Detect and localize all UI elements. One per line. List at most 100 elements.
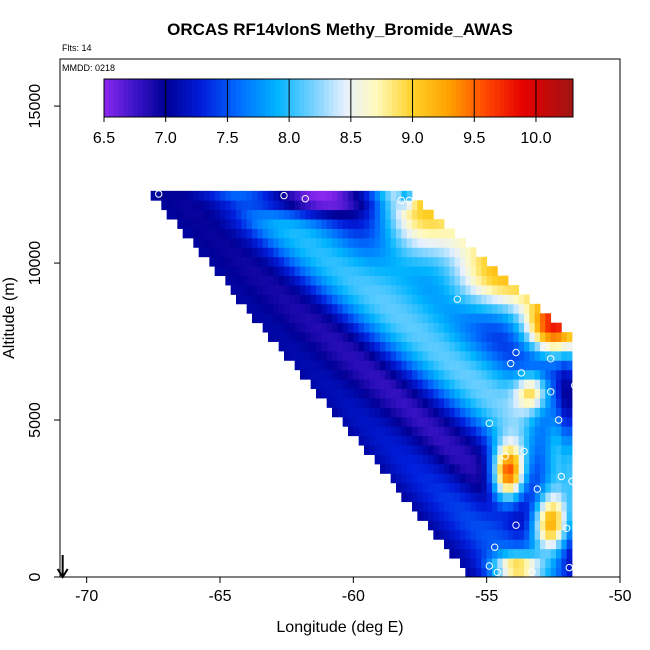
- heat-cell: [540, 360, 546, 371]
- heat-cell: [428, 492, 434, 503]
- colorbar-swatch: [485, 79, 491, 117]
- heat-cell: [225, 247, 232, 258]
- heat-cell: [470, 501, 477, 512]
- heat-cell: [550, 539, 557, 550]
- heat-cell: [321, 341, 328, 352]
- heat-cell: [428, 266, 434, 277]
- heat-cell: [412, 266, 418, 277]
- heat-cell: [316, 266, 322, 277]
- heat-cell: [566, 454, 573, 465]
- heat-cell: [326, 303, 333, 314]
- heat-cell: [470, 548, 477, 559]
- heat-cell: [422, 209, 429, 220]
- heat-cell: [310, 200, 317, 211]
- heat-cell: [433, 435, 440, 446]
- heat-cell: [374, 285, 381, 295]
- heat-cell: [316, 313, 322, 324]
- heat-cell: [550, 322, 557, 333]
- sample-point: [565, 563, 573, 572]
- heat-cell: [294, 228, 301, 239]
- heat-cell: [508, 548, 514, 559]
- heat-cell: [438, 501, 445, 512]
- heat-cell: [342, 322, 349, 333]
- heat-cell: [438, 445, 445, 455]
- heat-cell: [385, 294, 392, 305]
- heat-cell: [566, 529, 573, 540]
- heat-cell: [524, 482, 530, 493]
- sample-point: [555, 416, 563, 424]
- heat-cell: [225, 219, 232, 229]
- heat-cell: [396, 322, 402, 333]
- heat-cell: [412, 426, 418, 437]
- heat-cell: [364, 322, 370, 333]
- heat-cell: [417, 407, 424, 418]
- heat-cell: [300, 200, 306, 211]
- heat-cell: [369, 407, 376, 418]
- colorbar-swatch: [548, 79, 554, 117]
- heat-cell: [385, 237, 392, 248]
- heat-cell: [278, 237, 285, 248]
- colorbar-swatch: [553, 79, 559, 117]
- heat-cell: [508, 473, 514, 484]
- sample-point: [541, 344, 549, 352]
- heat-cell: [348, 426, 354, 437]
- heat-cell: [380, 209, 386, 220]
- heat-cell: [300, 294, 306, 305]
- colorbar-swatch: [489, 79, 496, 117]
- heat-cell: [518, 558, 525, 568]
- heat-cell: [422, 511, 429, 521]
- heat-cell: [374, 266, 381, 277]
- heat-cell: [300, 190, 306, 201]
- heat-cell: [412, 492, 418, 503]
- heat-cell: [529, 463, 536, 474]
- heat-cell: [540, 379, 546, 390]
- heat-cell: [300, 360, 306, 371]
- heat-cell: [385, 332, 392, 342]
- heat-cell: [214, 247, 221, 258]
- heat-cell: [529, 473, 536, 484]
- heat-cell: [326, 388, 333, 399]
- heat-cell: [497, 285, 504, 295]
- heat-cell: [412, 350, 418, 361]
- heat-cell: [454, 511, 461, 521]
- heat-cell: [518, 379, 525, 390]
- heat-cell: [417, 379, 424, 390]
- heat-cell: [316, 322, 322, 333]
- heat-cell: [262, 237, 269, 248]
- heat-cell: [257, 303, 264, 314]
- heat-cell: [454, 369, 461, 380]
- heat-cell: [326, 294, 333, 305]
- heat-cell: [438, 350, 445, 361]
- heat-cell: [236, 266, 242, 277]
- heat-cell: [556, 322, 562, 333]
- sample-point: [568, 477, 576, 485]
- heat-cell: [460, 294, 466, 305]
- heat-cell: [310, 266, 317, 277]
- heat-cell: [278, 332, 285, 342]
- heat-cell: [321, 285, 328, 295]
- heat-cell: [476, 454, 482, 465]
- heat-cell: [476, 511, 482, 521]
- heat-cell: [209, 219, 216, 229]
- heat-cell: [390, 209, 397, 220]
- heat-cell: [332, 369, 338, 380]
- heat-cell: [465, 492, 472, 503]
- heat-cell: [326, 313, 333, 324]
- heat-cell: [326, 341, 333, 352]
- heat-cell: [428, 360, 434, 371]
- heat-cell: [396, 228, 402, 239]
- heat-cell: [534, 473, 541, 484]
- heat-cell: [540, 369, 546, 380]
- heat-cell: [417, 454, 424, 465]
- heat-cell: [390, 313, 397, 324]
- heat-cell: [556, 332, 562, 342]
- heat-cell: [492, 341, 498, 352]
- heat-cell: [262, 266, 269, 277]
- heat-cell: [444, 426, 450, 437]
- heat-cell: [497, 558, 504, 568]
- heat-cell: [545, 379, 552, 390]
- heat-cell: [438, 294, 445, 305]
- colorbar-swatch: [270, 79, 276, 117]
- heat-cell: [422, 369, 429, 380]
- heat-cell: [390, 247, 397, 258]
